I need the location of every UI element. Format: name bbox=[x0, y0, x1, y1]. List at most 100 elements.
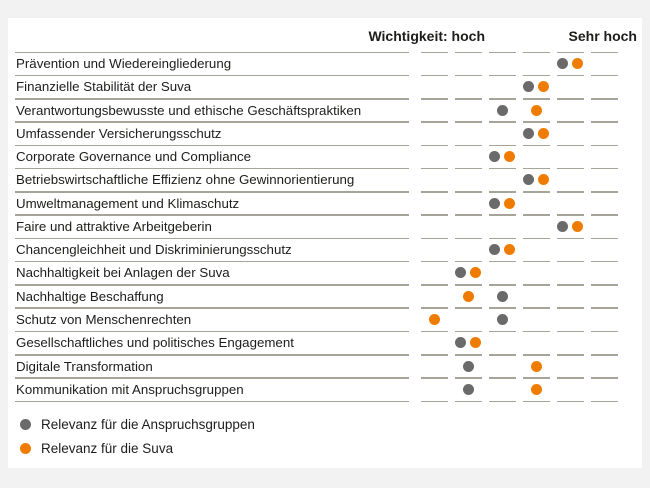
grid-line bbox=[8, 167, 642, 170]
row-label: Corporate Governance und Compliance bbox=[16, 149, 252, 165]
grid-line-column-segment bbox=[590, 284, 618, 286]
grid-line-column-segment bbox=[556, 284, 584, 286]
grid-line-column-segment bbox=[454, 191, 482, 193]
dot-suva bbox=[530, 104, 542, 116]
dot-suva bbox=[572, 220, 583, 232]
grid-line-column-segment bbox=[590, 144, 618, 147]
grid-line-column-segment bbox=[522, 121, 550, 123]
grid-line bbox=[8, 98, 642, 100]
grid-line-label-segment bbox=[15, 330, 409, 333]
grid-line-column-segment bbox=[420, 260, 448, 263]
grid-line-column-segment bbox=[590, 121, 618, 123]
grid-line-column-segment bbox=[488, 121, 516, 123]
grid-line-column-segment bbox=[488, 144, 516, 147]
grid-line-column-segment bbox=[590, 377, 618, 379]
axis-label-sehr-hoch: Sehr hoch bbox=[568, 28, 637, 44]
dot-anspruchsgruppen bbox=[496, 313, 508, 325]
legend-item-anspruchsgruppen: Relevanz für die Anspruchsgruppen bbox=[20, 414, 255, 435]
dot-suva bbox=[504, 151, 515, 163]
grid-line-label-segment bbox=[15, 51, 409, 53]
row-label: Prävention und Wiedereingliederung bbox=[16, 56, 232, 71]
grid-line-label-segment bbox=[15, 284, 409, 286]
grid-line-column-segment bbox=[454, 237, 482, 240]
dot-suva bbox=[504, 197, 515, 209]
grid-line-column-segment bbox=[590, 260, 618, 263]
dot-anspruchsgruppen bbox=[489, 197, 500, 209]
grid-line-label-segment bbox=[15, 214, 409, 216]
grid-line-column-segment bbox=[454, 400, 482, 403]
grid-line bbox=[8, 260, 642, 263]
grid-line-column-segment bbox=[488, 284, 516, 286]
grid-line-label-segment bbox=[15, 144, 409, 147]
grid-line-column-segment bbox=[454, 330, 482, 333]
dot-suva bbox=[538, 81, 549, 93]
dot-anspruchsgruppen bbox=[462, 383, 474, 395]
grid-line-column-segment bbox=[420, 307, 448, 309]
grid-line-column-segment bbox=[454, 144, 482, 147]
grid-line-column-segment bbox=[488, 307, 516, 309]
grid-line-column-segment bbox=[590, 51, 618, 53]
axis-label-wichtigkeit-hoch: Wichtigkeit: hoch bbox=[368, 28, 485, 44]
grid-line-label-segment bbox=[15, 237, 409, 240]
dot-anspruchsgruppen bbox=[455, 337, 466, 349]
grid-line-column-segment bbox=[522, 377, 550, 379]
grid-line-column-segment bbox=[488, 167, 516, 170]
grid-line-column-segment bbox=[454, 284, 482, 286]
grid-line-label-segment bbox=[15, 121, 409, 123]
grid-line bbox=[8, 144, 642, 147]
grid-line-column-segment bbox=[556, 377, 584, 379]
grid-line bbox=[8, 330, 642, 333]
grid-line-column-segment bbox=[590, 354, 618, 356]
grid-line-column-segment bbox=[522, 260, 550, 263]
dot-anspruchsgruppen bbox=[489, 244, 500, 256]
grid-line-column-segment bbox=[522, 167, 550, 170]
grid-line-label-segment bbox=[15, 260, 409, 263]
grid-line-column-segment bbox=[556, 121, 584, 123]
grid-line-column-segment bbox=[420, 121, 448, 123]
dot-suva bbox=[530, 360, 542, 372]
grid-line bbox=[8, 74, 642, 77]
grid-line-label-segment bbox=[15, 191, 409, 193]
grid-line-column-segment bbox=[590, 74, 618, 77]
grid-line-column-segment bbox=[590, 191, 618, 193]
grid-line bbox=[8, 191, 642, 193]
grid-line-column-segment bbox=[420, 191, 448, 193]
legend-label-suva: Relevanz für die Suva bbox=[41, 440, 174, 456]
grid-line bbox=[8, 377, 642, 379]
grid-line-column-segment bbox=[488, 191, 516, 193]
row-label: Finanzielle Stabilität der Suva bbox=[16, 79, 192, 95]
grid-line-column-segment bbox=[590, 167, 618, 170]
dot-suva bbox=[538, 174, 549, 186]
grid-line-column-segment bbox=[454, 260, 482, 263]
grid-line-column-segment bbox=[488, 237, 516, 240]
grid-line bbox=[8, 214, 642, 216]
row-label: Kommunikation mit Anspruchsgruppen bbox=[16, 381, 244, 397]
grid-line-column-segment bbox=[454, 307, 482, 309]
grid-line-column-segment bbox=[556, 400, 584, 403]
row-label: Faire und attraktive Arbeitgeberin bbox=[16, 218, 212, 234]
grid-line-label-segment bbox=[15, 98, 409, 100]
grid-line-column-segment bbox=[420, 237, 448, 240]
grid-line-column-segment bbox=[590, 237, 618, 240]
dot-anspruchsgruppen bbox=[557, 58, 568, 69]
grid-line-label-segment bbox=[15, 167, 409, 170]
dot-anspruchsgruppen bbox=[462, 360, 474, 372]
grid-line-label-segment bbox=[15, 400, 409, 403]
grid-line-column-segment bbox=[488, 214, 516, 216]
grid-line-column-segment bbox=[556, 237, 584, 240]
grid-line-column-segment bbox=[420, 354, 448, 356]
row-label: Chancengleichheit und Diskriminierungssc… bbox=[16, 242, 292, 258]
dot-anspruchsgruppen bbox=[496, 290, 508, 302]
grid-line-column-segment bbox=[454, 74, 482, 77]
grid-line-column-segment bbox=[556, 191, 584, 193]
row-label: Nachhaltigkeit bei Anlagen der Suva bbox=[16, 265, 230, 281]
grid-line-column-segment bbox=[590, 400, 618, 403]
grid-line-column-segment bbox=[522, 284, 550, 286]
dot-anspruchsgruppen bbox=[523, 127, 534, 139]
row-label: Umfassender Versicherungsschutz bbox=[16, 125, 222, 141]
grid-line-column-segment bbox=[420, 400, 448, 403]
row-label: Betriebswirtschaftliche Effizienz ohne G… bbox=[16, 172, 355, 188]
grid-line bbox=[8, 51, 642, 54]
legend-item-suva: Relevanz für die Suva bbox=[20, 438, 173, 459]
